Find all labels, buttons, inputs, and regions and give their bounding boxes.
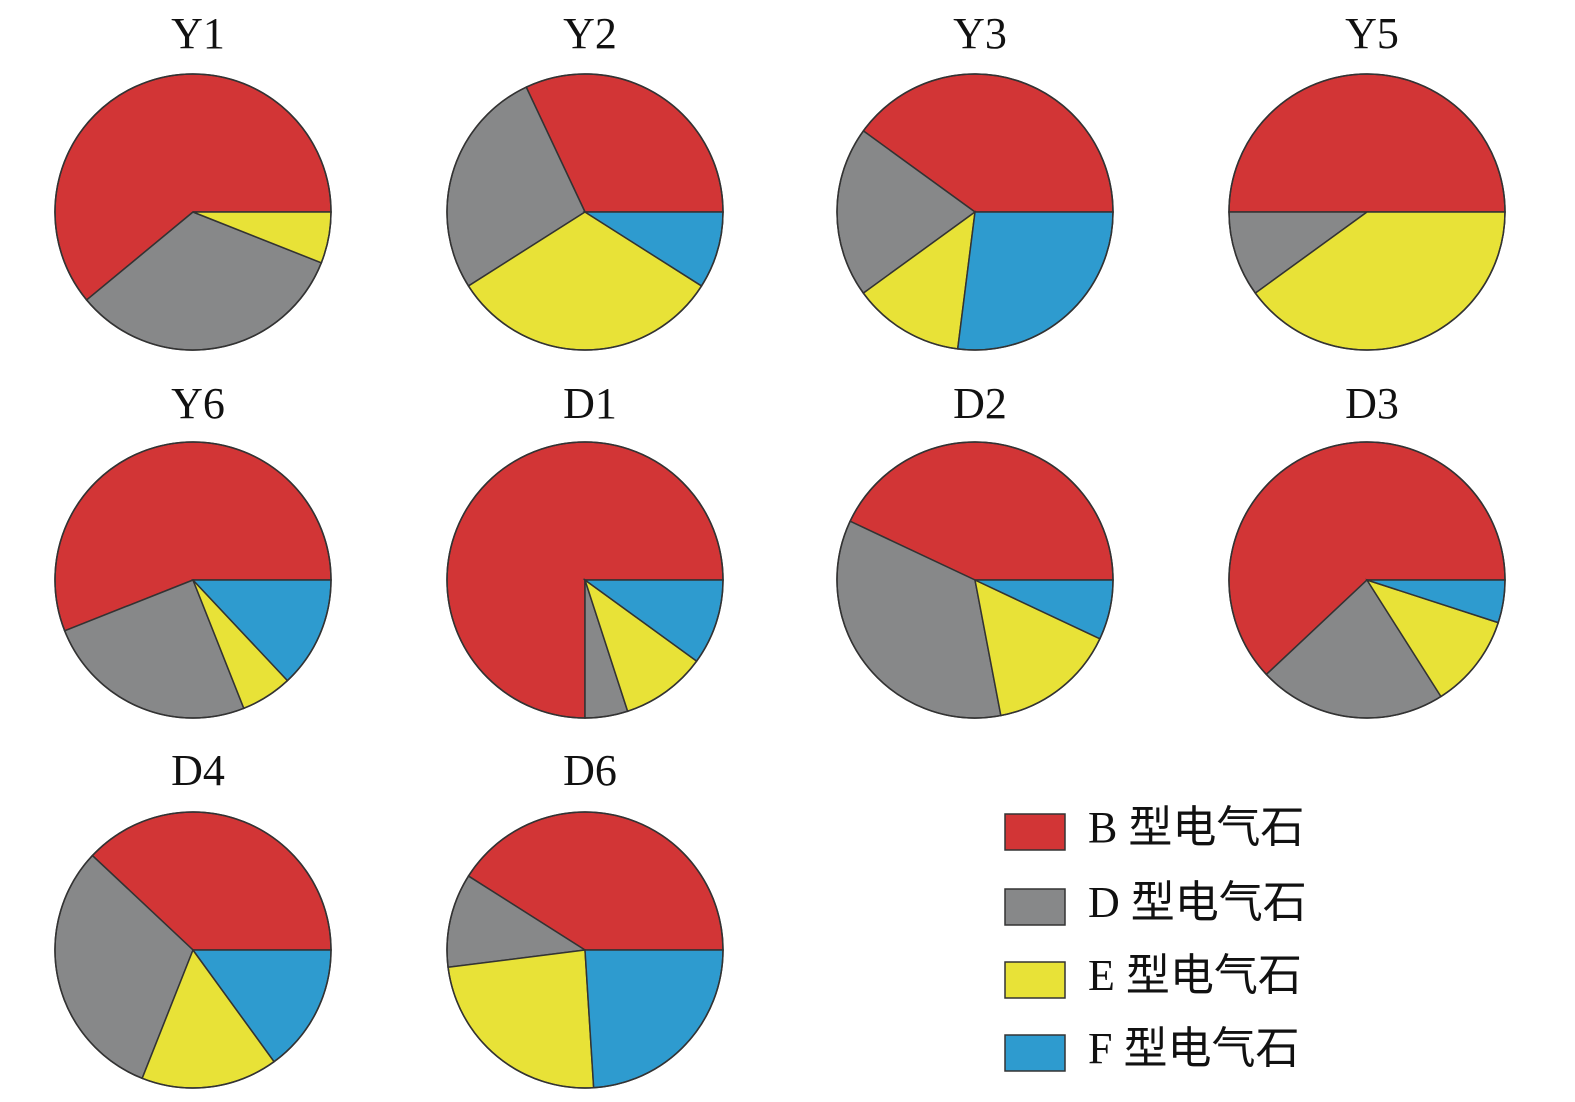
pie-title: Y1 [171, 9, 225, 58]
pie-title: D3 [1345, 379, 1399, 428]
pie-outline [54, 441, 332, 719]
pie-outline [446, 811, 724, 1089]
pie-title: D1 [563, 379, 617, 428]
pie-slice [956, 211, 1114, 351]
pie-outline [54, 73, 332, 351]
pie-outline [446, 441, 724, 719]
pie-title: D2 [953, 379, 1007, 428]
pie-outline [1228, 441, 1506, 719]
legend-swatch [1004, 813, 1066, 851]
legend-label: F 型电气石 [1088, 1024, 1299, 1073]
pie-title: D4 [171, 746, 225, 795]
pie-title: Y2 [563, 9, 617, 58]
pie-slice [584, 949, 724, 1089]
legend-swatch [1004, 961, 1066, 999]
pie-outline [836, 73, 1114, 351]
legend-label: B 型电气石 [1088, 803, 1304, 852]
pie-outline [446, 73, 724, 351]
pie-title: Y3 [953, 9, 1007, 58]
pie-outline [1228, 73, 1506, 351]
pie-slice [447, 949, 595, 1089]
legend-swatch [1004, 888, 1066, 926]
legend-label: D 型电气石 [1088, 878, 1307, 927]
legend-swatch [1004, 1034, 1066, 1072]
pie-slice [1228, 73, 1506, 213]
pie-title: D6 [563, 746, 617, 795]
pie-outline [54, 811, 332, 1089]
pie-outline [836, 441, 1114, 719]
pie-title: Y5 [1345, 9, 1399, 58]
pie-title: Y6 [171, 379, 225, 428]
legend-label: E 型电气石 [1088, 951, 1302, 1000]
